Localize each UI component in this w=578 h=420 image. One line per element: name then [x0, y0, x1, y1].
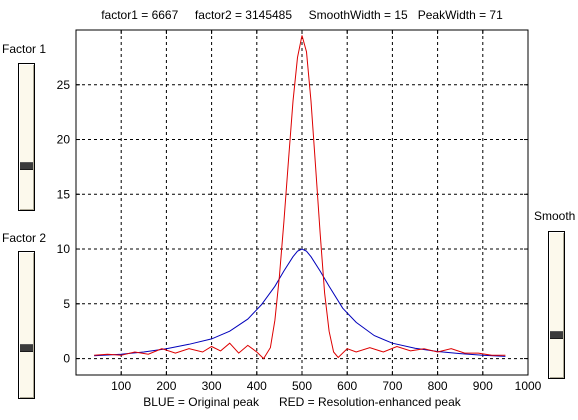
smooth-label: Smooth	[534, 209, 576, 223]
smooth-slider[interactable]	[548, 231, 565, 379]
factor2-label: Factor 2	[2, 231, 47, 245]
plot-frame	[75, 29, 529, 376]
factor1-slider-thumb[interactable]	[20, 162, 33, 170]
enhanced-peak-line	[94, 35, 506, 360]
factor1-label: Factor 1	[2, 42, 47, 56]
x-tick-label: 700	[382, 379, 402, 393]
original-peak-line	[94, 248, 506, 357]
y-tick-label: 20	[57, 133, 71, 147]
x-tick-label: 400	[247, 379, 267, 393]
axis-ticks: 100 200 300 400 500 600 700 800 900 1000 0 5 10 15 20 2…	[57, 30, 542, 393]
grid-lines	[76, 30, 528, 375]
plot-title: factor1 = 6667 factor2 = 3145485 SmoothW…	[101, 8, 503, 22]
y-tick-label: 25	[57, 78, 71, 92]
x-tick-label: 200	[156, 379, 176, 393]
x-tick-label: 100	[111, 379, 131, 393]
y-tick-label: 15	[57, 187, 71, 201]
x-tick-label: 800	[428, 379, 448, 393]
factor2-slider-thumb[interactable]	[20, 344, 33, 352]
x-tick-label: 1000	[515, 379, 542, 393]
smooth-slider-thumb[interactable]	[550, 331, 563, 339]
factor2-slider[interactable]	[18, 251, 35, 399]
x-tick-label: 300	[202, 379, 222, 393]
x-tick-label: 500	[292, 379, 312, 393]
y-tick-label: 0	[63, 352, 70, 366]
y-tick-label: 5	[63, 297, 70, 311]
x-axis-label: BLUE = Original peak RED = Resolution-en…	[143, 395, 461, 409]
x-tick-label: 900	[473, 379, 493, 393]
y-tick-label: 10	[57, 242, 71, 256]
x-tick-label: 600	[337, 379, 357, 393]
factor1-slider[interactable]	[18, 63, 35, 211]
series-layer	[94, 35, 506, 360]
